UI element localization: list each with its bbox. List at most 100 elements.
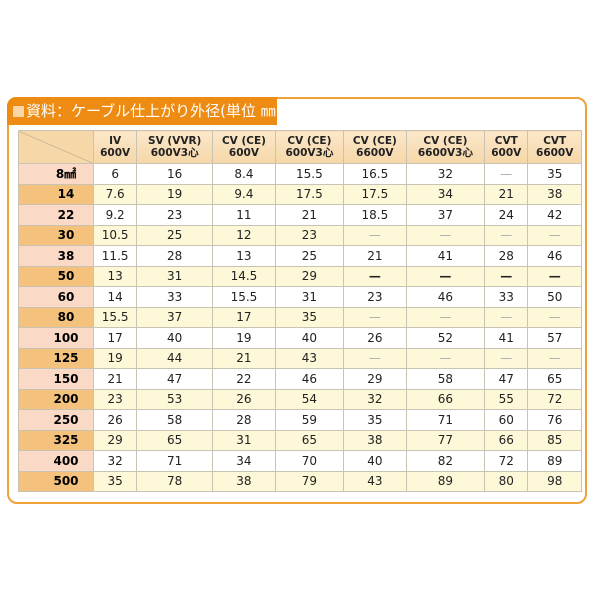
column-header-line: CV (CE) xyxy=(221,135,266,147)
table-cell: 78 xyxy=(136,470,214,492)
table-cell: 46 xyxy=(405,286,486,308)
table-cell: 15.5 xyxy=(92,306,138,328)
table-cell: 21 xyxy=(212,347,276,369)
table-row: 60 14 33 15.5 31 23 46 33 50 xyxy=(18,286,582,308)
table-cell: 31 xyxy=(136,265,214,287)
table-cell: 89 xyxy=(527,450,582,472)
table-cell: — xyxy=(342,224,407,246)
column-header-line: 600V xyxy=(100,147,131,159)
table-cell: 43 xyxy=(274,347,344,369)
table-cell: 29 xyxy=(92,429,138,451)
table-cell: 70 xyxy=(274,450,344,472)
table-cell: 23 xyxy=(136,204,214,226)
cable-diameter-table: IV 600V SV (VVR) 600V3心 CV (CE) 600V CV (CE) 60… xyxy=(18,130,582,492)
table-cell: — xyxy=(484,347,529,369)
table-cell: 17.5 xyxy=(274,183,344,205)
table-row: 325 29 65 31 65 38 77 66 85 xyxy=(18,429,582,451)
table-cell: — xyxy=(484,224,529,246)
table-cell: 77 xyxy=(405,429,486,451)
table-cell: 38 xyxy=(212,470,276,492)
table-cell: 35 xyxy=(342,409,407,431)
row-header-size: 14 xyxy=(18,183,94,205)
table-cell: 29 xyxy=(274,265,344,287)
row-header-size: 60 xyxy=(18,286,94,308)
table-row: 100 17 40 19 40 26 52 41 57 xyxy=(18,327,582,349)
table-cell: 66 xyxy=(484,429,529,451)
table-cell: 53 xyxy=(136,388,214,410)
table-row: 14 7.6 19 9.4 17.5 17.5 34 21 38 xyxy=(18,183,582,205)
column-header-line: 6600V xyxy=(356,147,394,159)
table-cell: 32 xyxy=(342,388,407,410)
table-cell: 23 xyxy=(342,286,407,308)
table-cell: — xyxy=(405,347,486,369)
row-header-size: 125 xyxy=(18,347,94,369)
table-cell: 47 xyxy=(136,368,214,390)
table-cell: 40 xyxy=(274,327,344,349)
title-tab: 資料：ケーブル仕上がり外径(単位 ㎜) xyxy=(7,97,282,125)
row-header-size: 80 xyxy=(18,306,94,328)
row-header-size: 8㎟ xyxy=(18,163,94,185)
table-cell: — xyxy=(342,347,407,369)
column-header: CVT 6600V xyxy=(527,130,582,164)
table-row: 30 10.5 25 12 23— — — — xyxy=(18,224,582,246)
table-cell: — xyxy=(484,163,529,185)
column-header: CV (CE) 600V xyxy=(212,130,276,164)
table-cell: 57 xyxy=(527,327,582,349)
table-cell: 47 xyxy=(484,368,529,390)
table-cell: — xyxy=(527,265,582,287)
table-cell: 54 xyxy=(274,388,344,410)
column-header-line: CV (CE) xyxy=(287,135,332,147)
column-header-line: CV (CE) xyxy=(352,135,397,147)
table-cell: 32 xyxy=(405,163,486,185)
table-cell: 71 xyxy=(136,450,214,472)
table-cell: 98 xyxy=(527,470,582,492)
table-cell: 33 xyxy=(136,286,214,308)
column-header: CV (CE) 6600V3心 xyxy=(405,130,486,164)
table-cell: 41 xyxy=(484,327,529,349)
table-frame xyxy=(7,97,587,504)
table-row: 22 9.2 23 11 21 18.5 37 24 42 xyxy=(18,204,582,226)
column-header: CV (CE) 6600V xyxy=(342,130,407,164)
column-header-line: 600V xyxy=(228,147,259,159)
table-cell: 21 xyxy=(274,204,344,226)
column-header-line: 600V3心 xyxy=(285,147,334,159)
table-cell: — xyxy=(484,265,529,287)
table-cell: 44 xyxy=(136,347,214,369)
table-cell: 46 xyxy=(527,245,582,267)
table-cell: 25 xyxy=(274,245,344,267)
table-cell: — xyxy=(342,306,407,328)
table-cell: 28 xyxy=(136,245,214,267)
row-header-size: 150 xyxy=(18,368,94,390)
table-cell: 72 xyxy=(527,388,582,410)
table-cell: 79 xyxy=(274,470,344,492)
table-row: 38 11.5 28 13 25 21 41 28 46 xyxy=(18,245,582,267)
column-header-line: CVT xyxy=(543,135,567,147)
table-cell: 7.6 xyxy=(92,183,138,205)
table-cell: 38 xyxy=(527,183,582,205)
column-header: IV 600V xyxy=(92,130,138,164)
table-cell: 16.5 xyxy=(342,163,407,185)
table-cell: 17.5 xyxy=(342,183,407,205)
table-cell: 35 xyxy=(92,470,138,492)
table-cell: 17 xyxy=(92,327,138,349)
row-header-size: 22 xyxy=(18,204,94,226)
table-cell: — xyxy=(484,306,529,328)
table-cell: 85 xyxy=(527,429,582,451)
table-cell: — xyxy=(342,265,407,287)
row-header-size: 50 xyxy=(18,265,94,287)
table-cell: 28 xyxy=(484,245,529,267)
corner-cell xyxy=(18,130,94,164)
row-header-size: 100 xyxy=(18,327,94,349)
table-cell: 14 xyxy=(92,286,138,308)
table-row: 200 23 53 26 54 32 66 55 72 xyxy=(18,388,582,410)
row-header-size: 38 xyxy=(18,245,94,267)
table-cell: 33 xyxy=(484,286,529,308)
row-header-size: 250 xyxy=(18,409,94,431)
table-row: 8㎟ 6 16 8.4 15.5 16.5 32—35 xyxy=(18,163,582,185)
table-cell: 35 xyxy=(527,163,582,185)
row-header-size: 30 xyxy=(18,224,94,246)
table-cell: — xyxy=(405,224,486,246)
table-cell: 34 xyxy=(212,450,276,472)
table-cell: 23 xyxy=(92,388,138,410)
page-title: 資料：ケーブル仕上がり外径(単位 ㎜) xyxy=(26,102,282,120)
